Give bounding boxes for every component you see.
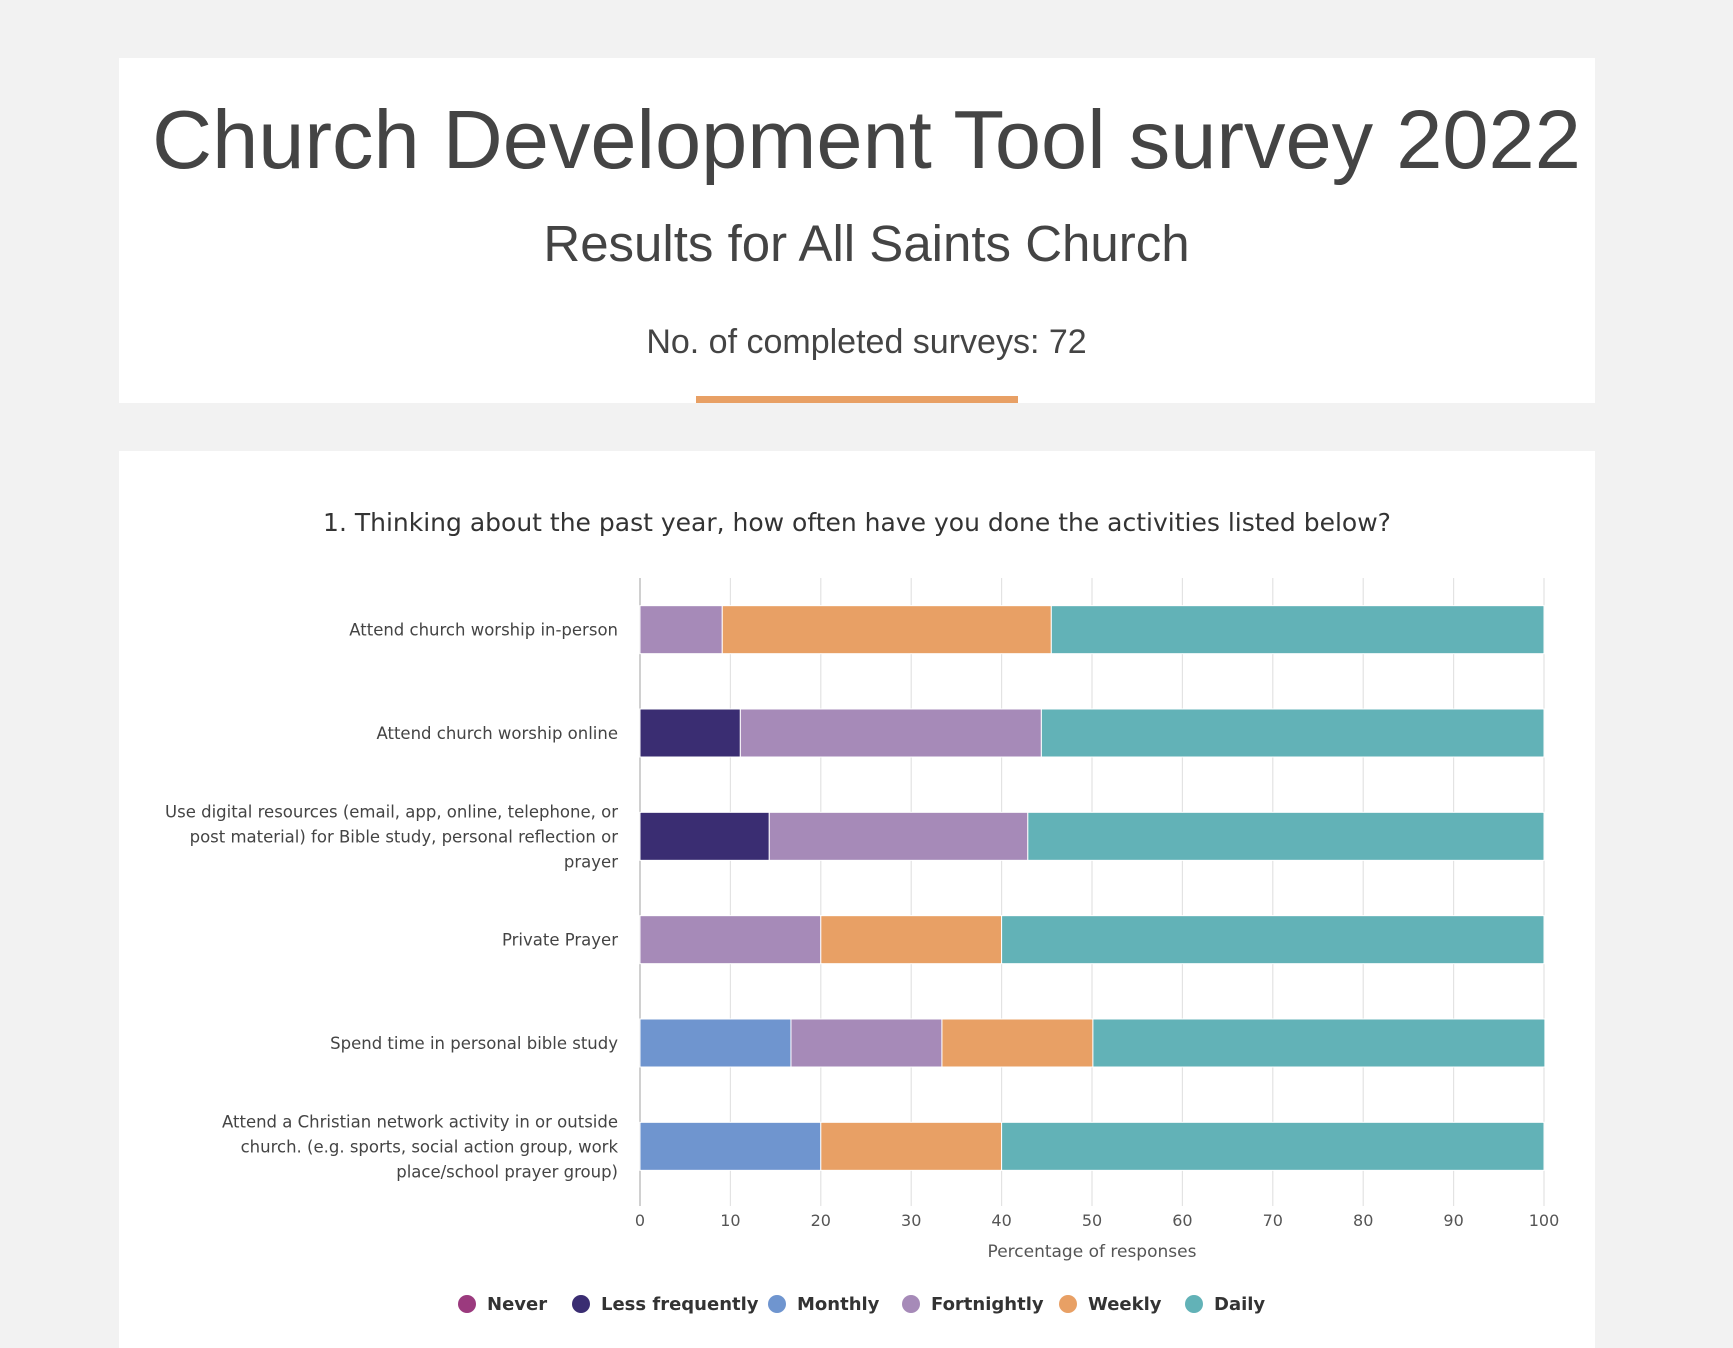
bar-segment[interactable] [639,915,822,965]
chart-title: 1. Thinking about the past year, how oft… [323,508,1391,537]
bar-segment[interactable] [1040,708,1545,758]
x-tick-label: 0 [635,1211,645,1230]
bar-segment[interactable] [1050,605,1545,655]
x-tick-label: 30 [901,1211,921,1230]
x-tick-label: 70 [1263,1211,1283,1230]
bar-segment[interactable] [639,811,770,861]
bar-segment[interactable] [768,811,1029,861]
category-label: Private Prayer [502,931,618,950]
category-label: Attend a Christian network activity in o… [222,1112,618,1131]
stacked-bar-chart: 1. Thinking about the past year, how oft… [165,508,1559,1315]
bar-segment[interactable] [739,708,1042,758]
legend-label: Monthly [797,1294,880,1315]
legend-label: Daily [1214,1294,1265,1315]
bar-segment[interactable] [820,1121,1003,1171]
x-tick-label: 100 [1529,1211,1560,1230]
bar-segment[interactable] [721,605,1052,655]
category-labels: Attend church worship in-person Attend ch… [165,621,618,1182]
bar-segment[interactable] [1001,915,1545,965]
category-label: Use digital resources (email, app, onlin… [165,802,618,821]
x-tick-label: 50 [1082,1211,1102,1230]
legend-swatch [768,1295,786,1313]
x-tick-label: 90 [1443,1211,1463,1230]
category-label: post material) for Bible study, personal… [190,827,619,846]
category-label: Attend church worship in-person [349,621,618,640]
category-label: place/school prayer group) [396,1162,618,1181]
legend-label: Weekly [1088,1294,1162,1315]
page-title: Church Development Tool survey 2022 [152,93,1581,186]
chart-legend: Never Less frequently Monthly Fortnightly We… [458,1294,1265,1315]
bar-segment[interactable] [1092,1018,1546,1068]
legend-label: Fortnightly [931,1294,1044,1315]
legend-item[interactable]: Less frequently [572,1294,759,1315]
legend-item[interactable]: Daily [1185,1294,1265,1315]
x-tick-label: 40 [991,1211,1011,1230]
bar-segment[interactable] [639,1018,792,1068]
bar-segment[interactable] [1027,811,1545,861]
legend-swatch [902,1295,920,1313]
bar-segment[interactable] [639,708,741,758]
x-tick-label: 10 [720,1211,740,1230]
bar-segment[interactable] [820,915,1003,965]
legend-swatch [458,1295,476,1313]
chart-card [119,451,1595,1348]
x-tick-label: 80 [1353,1211,1373,1230]
bar-segment[interactable] [639,605,723,655]
header-card [119,58,1595,403]
bar-segment[interactable] [790,1018,943,1068]
x-axis-ticks: 0 10 20 30 40 50 60 70 80 90 100 [635,1211,1559,1230]
survey-count: No. of completed surveys: 72 [646,323,1087,361]
legend-swatch [572,1295,590,1313]
category-label: Spend time in personal bible study [330,1034,618,1053]
chart-grid [639,578,1545,1206]
legend-item[interactable]: Weekly [1059,1294,1162,1315]
chart-bars [639,605,1546,1171]
x-tick-label: 20 [811,1211,831,1230]
accent-divider [696,396,1018,403]
legend-label: Never [487,1294,547,1315]
legend-item[interactable]: Monthly [768,1294,880,1315]
page-subtitle: Results for All Saints Church [543,215,1190,272]
legend-swatch [1185,1295,1203,1313]
x-axis-label: Percentage of responses [988,1242,1197,1262]
category-label: church. (e.g. sports, social action grou… [241,1137,619,1156]
legend-swatch [1059,1295,1077,1313]
category-label: Attend church worship online [376,724,618,743]
legend-item[interactable]: Never [458,1294,547,1315]
bar-segment[interactable] [1001,1121,1545,1171]
legend-label: Less frequently [601,1294,759,1315]
x-tick-label: 60 [1172,1211,1192,1230]
category-label: prayer [564,852,618,871]
legend-item[interactable]: Fortnightly [902,1294,1044,1315]
bar-segment[interactable] [639,1121,822,1171]
bar-segment[interactable] [941,1018,1094,1068]
